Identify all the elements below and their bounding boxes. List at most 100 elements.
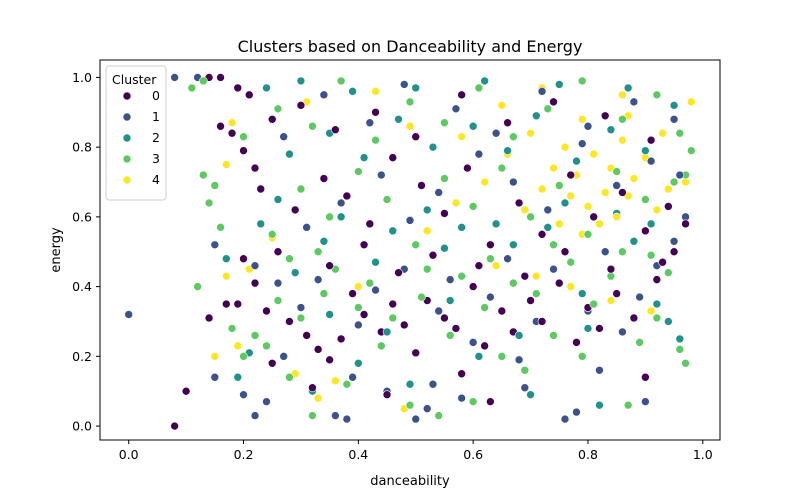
data-point-cluster-3 <box>468 202 478 211</box>
data-point-cluster-1 <box>600 247 610 257</box>
data-point-cluster-2 <box>388 226 398 236</box>
data-point-cluster-4 <box>422 226 432 236</box>
data-point-cluster-0 <box>646 135 656 145</box>
data-point-cluster-0 <box>526 296 535 305</box>
data-point-cluster-2 <box>583 324 593 333</box>
data-point-cluster-0 <box>549 97 558 107</box>
data-point-cluster-4 <box>612 212 621 222</box>
data-point-cluster-0 <box>244 90 254 100</box>
data-point-cluster-3 <box>239 132 248 141</box>
data-point-cluster-0 <box>658 257 667 267</box>
data-point-cluster-2 <box>422 205 432 215</box>
x-tick-label: 0.6 <box>463 447 483 462</box>
data-point-cluster-0 <box>359 240 369 250</box>
data-point-cluster-2 <box>503 146 512 155</box>
data-point-cluster-4 <box>664 184 673 194</box>
data-point-cluster-4 <box>331 376 340 386</box>
data-point-cluster-1 <box>302 223 311 232</box>
data-point-cluster-2 <box>354 359 363 368</box>
data-point-cluster-1 <box>641 397 650 406</box>
data-point-cluster-2 <box>336 212 346 222</box>
data-point-cluster-3 <box>417 292 426 302</box>
data-point-cluster-3 <box>549 331 558 340</box>
data-point-cluster-1 <box>434 306 444 316</box>
data-point-cluster-1 <box>560 414 570 424</box>
data-point-cluster-2 <box>595 400 604 410</box>
data-point-cluster-3 <box>193 282 202 291</box>
data-point-cluster-3 <box>376 341 386 351</box>
data-point-cluster-1 <box>331 411 340 420</box>
data-point-cluster-1 <box>371 285 380 295</box>
data-point-cluster-1 <box>491 128 501 138</box>
data-point-cluster-2 <box>233 372 243 382</box>
data-point-cluster-1 <box>572 407 581 417</box>
data-point-cluster-3 <box>612 167 621 176</box>
data-point-cluster-0 <box>503 118 512 128</box>
data-point-cluster-4 <box>566 282 576 291</box>
data-point-cluster-4 <box>606 296 616 305</box>
legend: Cluster 0 1 2 3 4 <box>105 65 167 201</box>
legend-label-0: 0 <box>152 88 160 103</box>
data-point-cluster-1 <box>210 240 220 250</box>
data-point-cluster-4 <box>566 191 576 201</box>
data-point-cluster-4 <box>618 135 627 145</box>
data-point-cluster-1 <box>537 87 547 96</box>
data-point-cluster-0 <box>514 198 524 208</box>
data-point-cluster-2 <box>256 219 266 229</box>
data-point-cluster-3 <box>618 114 627 124</box>
data-point-cluster-3 <box>382 195 392 204</box>
data-point-cluster-2 <box>319 236 329 246</box>
chart-title: Clusters based on Danceability and Energ… <box>238 37 583 56</box>
data-point-cluster-2 <box>664 317 673 326</box>
data-point-cluster-2 <box>273 195 283 204</box>
data-point-cluster-4 <box>658 128 667 138</box>
data-point-cluster-0 <box>216 73 225 82</box>
data-point-cluster-0 <box>641 372 650 382</box>
data-point-cluster-0 <box>331 125 340 135</box>
x-axis-ticks: 0.0 0.2 0.4 0.6 0.8 1.0 <box>119 440 713 462</box>
data-point-cluster-1 <box>451 104 461 114</box>
y-tick-label: 0.6 <box>72 209 92 224</box>
data-point-cluster-0 <box>239 254 248 264</box>
data-point-cluster-4 <box>526 128 535 138</box>
data-point-cluster-0 <box>227 128 237 138</box>
data-point-cluster-1 <box>405 216 415 225</box>
data-point-cluster-1 <box>170 73 179 82</box>
data-point-cluster-2 <box>480 76 489 86</box>
data-point-cluster-4 <box>497 101 507 110</box>
data-point-cluster-0 <box>325 355 334 365</box>
data-point-cluster-4 <box>520 205 530 215</box>
data-point-cluster-0 <box>440 313 449 323</box>
data-point-cluster-1 <box>583 121 593 131</box>
data-point-cluster-0 <box>411 348 421 358</box>
data-point-cluster-3 <box>468 397 478 406</box>
data-point-cluster-4 <box>560 142 570 152</box>
data-point-cluster-4 <box>531 271 541 281</box>
data-point-cluster-0 <box>566 170 576 180</box>
data-point-cluster-2 <box>526 390 535 399</box>
data-point-cluster-1 <box>509 177 518 187</box>
data-point-cluster-3 <box>319 289 329 298</box>
data-point-cluster-1 <box>279 352 289 361</box>
data-point-cluster-0 <box>681 219 690 229</box>
data-point-cluster-3 <box>250 331 260 340</box>
data-point-cluster-3 <box>652 90 662 100</box>
data-point-cluster-2 <box>560 198 570 208</box>
data-point-cluster-1 <box>365 118 375 128</box>
x-tick-label: 1.0 <box>693 447 713 462</box>
data-point-cluster-2 <box>474 352 484 361</box>
data-point-cluster-2 <box>325 310 334 319</box>
data-point-cluster-4 <box>646 306 656 316</box>
data-point-cluster-4 <box>451 198 461 208</box>
data-point-cluster-3 <box>296 313 306 323</box>
data-point-cluster-1 <box>629 97 639 107</box>
data-point-cluster-2 <box>359 153 369 162</box>
data-point-cluster-3 <box>635 338 644 347</box>
data-point-cluster-2 <box>296 76 306 86</box>
data-point-cluster-0 <box>233 299 243 309</box>
data-point-cluster-2 <box>411 83 421 93</box>
data-point-cluster-0 <box>359 310 369 319</box>
data-point-cluster-3 <box>618 247 627 257</box>
data-point-cluster-1 <box>635 292 644 302</box>
legend-label-1: 1 <box>152 109 160 124</box>
